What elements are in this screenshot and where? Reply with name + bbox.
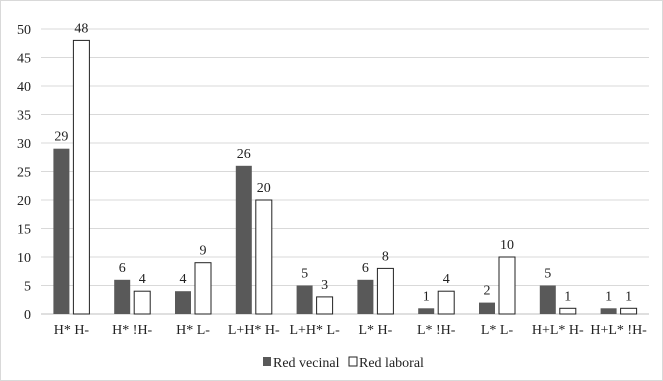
data-label: 9 [200, 244, 207, 259]
bar-red-vecinal [539, 285, 556, 314]
data-label: 8 [382, 249, 389, 264]
y-tick-label: 45 [17, 52, 31, 67]
y-axis-ticks: 0 5 10 15 20 25 30 35 40 45 50 [17, 23, 31, 323]
data-label: 1 [605, 289, 612, 304]
y-tick-label: 25 [17, 166, 31, 181]
bar-red-vecinal [296, 285, 313, 314]
bars [53, 39, 638, 315]
data-label: 6 [119, 261, 126, 276]
gridlines [41, 28, 649, 315]
y-tick-label: 50 [17, 23, 31, 38]
bar-red-vecinal [600, 308, 617, 314]
x-tick-label: L* L- [481, 323, 514, 338]
bar-red-laboral [559, 307, 577, 315]
x-tick-label: H* !H- [112, 323, 152, 338]
bar-red-laboral [620, 307, 638, 315]
y-tick-label: 40 [17, 80, 31, 95]
y-tick-label: 20 [17, 194, 31, 209]
bar-red-laboral [133, 290, 151, 315]
data-label: 5 [544, 267, 551, 282]
bar-red-vecinal [53, 148, 70, 314]
bar-red-laboral [255, 199, 273, 315]
x-tick-label: H* L- [176, 323, 210, 338]
bar-red-vecinal [479, 302, 495, 314]
bar-red-laboral [72, 39, 90, 315]
data-label: 29 [54, 130, 68, 145]
bar-red-laboral [498, 256, 516, 315]
data-label: 5 [301, 267, 308, 282]
legend-swatch [348, 356, 358, 367]
y-tick-label: 5 [24, 280, 31, 295]
bar-red-vecinal [357, 279, 374, 314]
y-tick-label: 30 [17, 137, 31, 152]
data-label: 1 [564, 289, 571, 304]
legend: Red vecinal Red laboral [263, 356, 424, 371]
data-label: 2 [484, 284, 491, 299]
data-label: 10 [500, 238, 514, 253]
bar-red-vecinal [114, 279, 131, 314]
bar-red-laboral [437, 290, 455, 315]
bar-red-vecinal [235, 165, 252, 314]
x-tick-label: H+L* H- [532, 323, 584, 338]
y-tick-label: 0 [24, 308, 31, 323]
y-tick-label: 35 [17, 109, 31, 124]
data-label: 6 [362, 261, 369, 276]
x-tick-label: L+H* H- [228, 323, 280, 338]
x-tick-label: H* H- [54, 323, 90, 338]
x-tick-label: H+L* !H- [590, 323, 647, 338]
legend-label: Red laboral [359, 356, 424, 371]
x-axis-ticks: H* H- H* !H- H* L- L+H* H- L+H* L- L* H- L* !H… [54, 323, 647, 338]
data-label: 4 [139, 272, 146, 287]
y-tick-label: 15 [17, 223, 31, 238]
data-label: 4 [180, 272, 187, 287]
x-tick-label: L+H* L- [289, 323, 340, 338]
x-tick-label: L* !H- [417, 323, 456, 338]
bar-red-laboral [316, 296, 334, 315]
data-label: 26 [237, 147, 251, 162]
data-label: 48 [74, 21, 88, 36]
bar-red-vecinal [418, 308, 435, 314]
data-label: 1 [625, 289, 632, 304]
legend-label: Red vecinal [273, 356, 340, 371]
data-label: 4 [443, 272, 450, 287]
bar-red-laboral [194, 262, 212, 315]
data-label: 3 [321, 278, 328, 293]
data-label: 1 [423, 289, 430, 304]
x-tick-label: L* H- [358, 323, 392, 338]
bar-red-laboral [376, 267, 394, 315]
legend-swatch [263, 357, 271, 366]
data-label: 20 [257, 181, 271, 196]
bar-red-vecinal [175, 291, 191, 314]
y-tick-label: 10 [17, 251, 31, 266]
